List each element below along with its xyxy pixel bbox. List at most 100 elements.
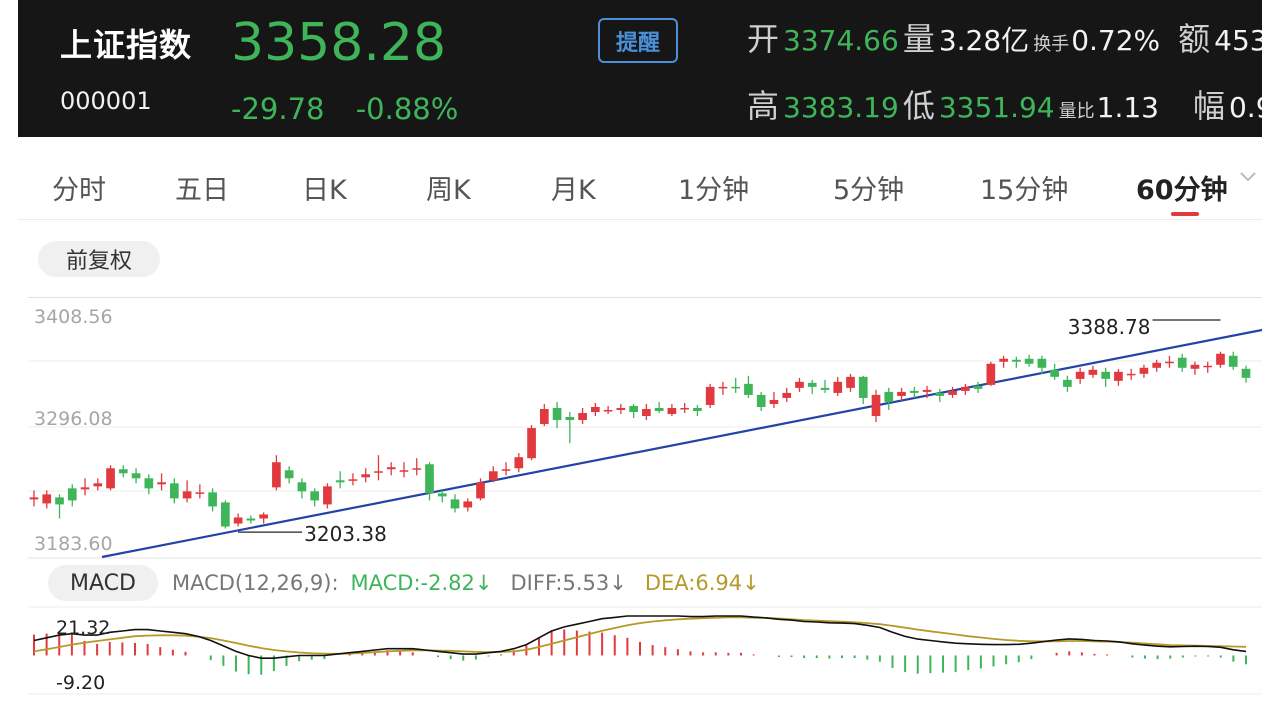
candlestick-chart[interactable]: 3408.56 3296.08 3183.60 3203.38 3388.78	[28, 297, 1262, 559]
candle-body	[667, 407, 677, 415]
high-marker-label: 3388.78	[1068, 315, 1151, 339]
candle-body	[1165, 361, 1174, 364]
candle-body	[1114, 371, 1123, 381]
candle-body	[565, 417, 575, 421]
candle-body	[1101, 371, 1111, 379]
candle-body	[374, 471, 383, 473]
candle-body	[718, 386, 728, 389]
candle-body	[1088, 369, 1098, 375]
candle-body	[1139, 367, 1149, 374]
candle-body	[1203, 365, 1213, 368]
candle-body	[106, 468, 115, 489]
tab-five-day[interactable]: 五日	[175, 175, 229, 206]
candle-body	[131, 473, 141, 479]
candle-body	[488, 471, 498, 481]
change-percent: -0.88%	[355, 92, 459, 126]
candle-body	[552, 407, 562, 421]
tab-1-minute[interactable]: 1分钟	[678, 175, 750, 206]
candle-body	[80, 487, 90, 490]
candle-body	[884, 391, 894, 402]
tab-timeshare[interactable]: 分时	[52, 175, 106, 206]
candle-body	[55, 497, 64, 505]
candle-body	[437, 493, 447, 497]
candle-body	[463, 501, 473, 508]
tab-5-minute[interactable]: 5分钟	[833, 175, 905, 206]
candle-body	[221, 502, 230, 527]
candle-body	[1063, 379, 1072, 387]
alert-button[interactable]: 提醒	[598, 18, 678, 63]
candle-body	[897, 391, 906, 396]
candle-body	[603, 409, 613, 412]
trendline	[101, 328, 1262, 559]
candle-body	[310, 491, 320, 501]
tab-daily-k[interactable]: 日K	[302, 175, 347, 206]
diff-line	[33, 615, 1247, 659]
candle-body	[820, 387, 830, 390]
candle-body	[1190, 364, 1200, 369]
candle-body	[769, 399, 779, 404]
candle-body	[807, 382, 817, 387]
candle-body	[833, 381, 843, 393]
candle-body	[922, 389, 932, 392]
macd-bottom-label: -9.20	[56, 672, 105, 694]
candle-body	[399, 470, 409, 472]
candle-body	[233, 517, 243, 524]
candle-body	[629, 405, 638, 412]
adjust-mode-chip[interactable]: 前复权	[38, 241, 160, 277]
low-marker-label: 3203.38	[304, 522, 387, 546]
candle-body	[1012, 359, 1021, 362]
candle-body	[578, 413, 587, 421]
candle-body	[948, 390, 957, 395]
candle-body	[361, 474, 371, 478]
stat-open-value: 3374.66	[783, 24, 899, 57]
candle-body	[756, 394, 766, 407]
candle-body	[335, 480, 345, 483]
candle-body	[450, 499, 460, 509]
candle-body	[960, 386, 970, 391]
candle-body	[744, 383, 753, 395]
candle-body	[539, 408, 549, 425]
stat-low-key: 低	[902, 87, 935, 125]
candle-body	[67, 488, 77, 501]
index-name: 上证指数	[60, 26, 193, 64]
candle-body	[259, 514, 268, 519]
macd-chart[interactable]: 21.32 -9.20	[28, 560, 1262, 700]
candle-body	[1228, 355, 1238, 367]
candle-body	[1050, 369, 1059, 377]
candle-body	[169, 483, 179, 499]
period-tabs: 分时 五日 日K 周K 月K 1分钟 5分钟 15分钟 60分钟	[18, 150, 1262, 220]
stat-amplitude-value: 0.92%	[1228, 91, 1262, 124]
candle-body	[591, 406, 600, 412]
candle-body	[514, 457, 524, 469]
candle-body	[29, 497, 39, 500]
candle-body	[476, 482, 485, 499]
candle-body	[527, 428, 536, 459]
y-tick-label: 3183.60	[34, 533, 113, 555]
tab-60-minute[interactable]: 60分钟	[1136, 175, 1228, 206]
candle-body	[195, 492, 205, 494]
stats-row-1: 开 3374.66 量 3.28亿 换手 0.72% 额 4533	[747, 14, 1262, 60]
candle-body	[846, 376, 855, 388]
change-value: -29.78	[231, 92, 325, 126]
candle-body	[999, 358, 1008, 362]
current-price: 3358.28	[231, 13, 447, 73]
candle-body	[795, 381, 804, 388]
price-change: -29.78 -0.88%	[231, 92, 474, 126]
candle-body	[297, 482, 307, 492]
candle-body	[782, 392, 792, 398]
candle-body	[1241, 368, 1251, 378]
tab-weekly-k[interactable]: 周K	[426, 175, 471, 206]
macd-indicator-chip[interactable]: MACD	[48, 565, 158, 601]
stat-open-key: 开	[747, 20, 780, 58]
candle-body	[1075, 371, 1085, 379]
candle-body	[1177, 357, 1187, 368]
active-tab-indicator	[1171, 212, 1199, 216]
candle-body	[935, 392, 945, 396]
tab-15-minute[interactable]: 15分钟	[980, 175, 1069, 206]
index-code: 000001	[60, 87, 152, 115]
tab-monthly-k[interactable]: 月K	[551, 175, 596, 206]
candle-body	[909, 390, 919, 393]
candle-body	[93, 483, 103, 487]
chevron-down-icon[interactable]	[1240, 172, 1256, 182]
candle-body	[157, 482, 166, 485]
